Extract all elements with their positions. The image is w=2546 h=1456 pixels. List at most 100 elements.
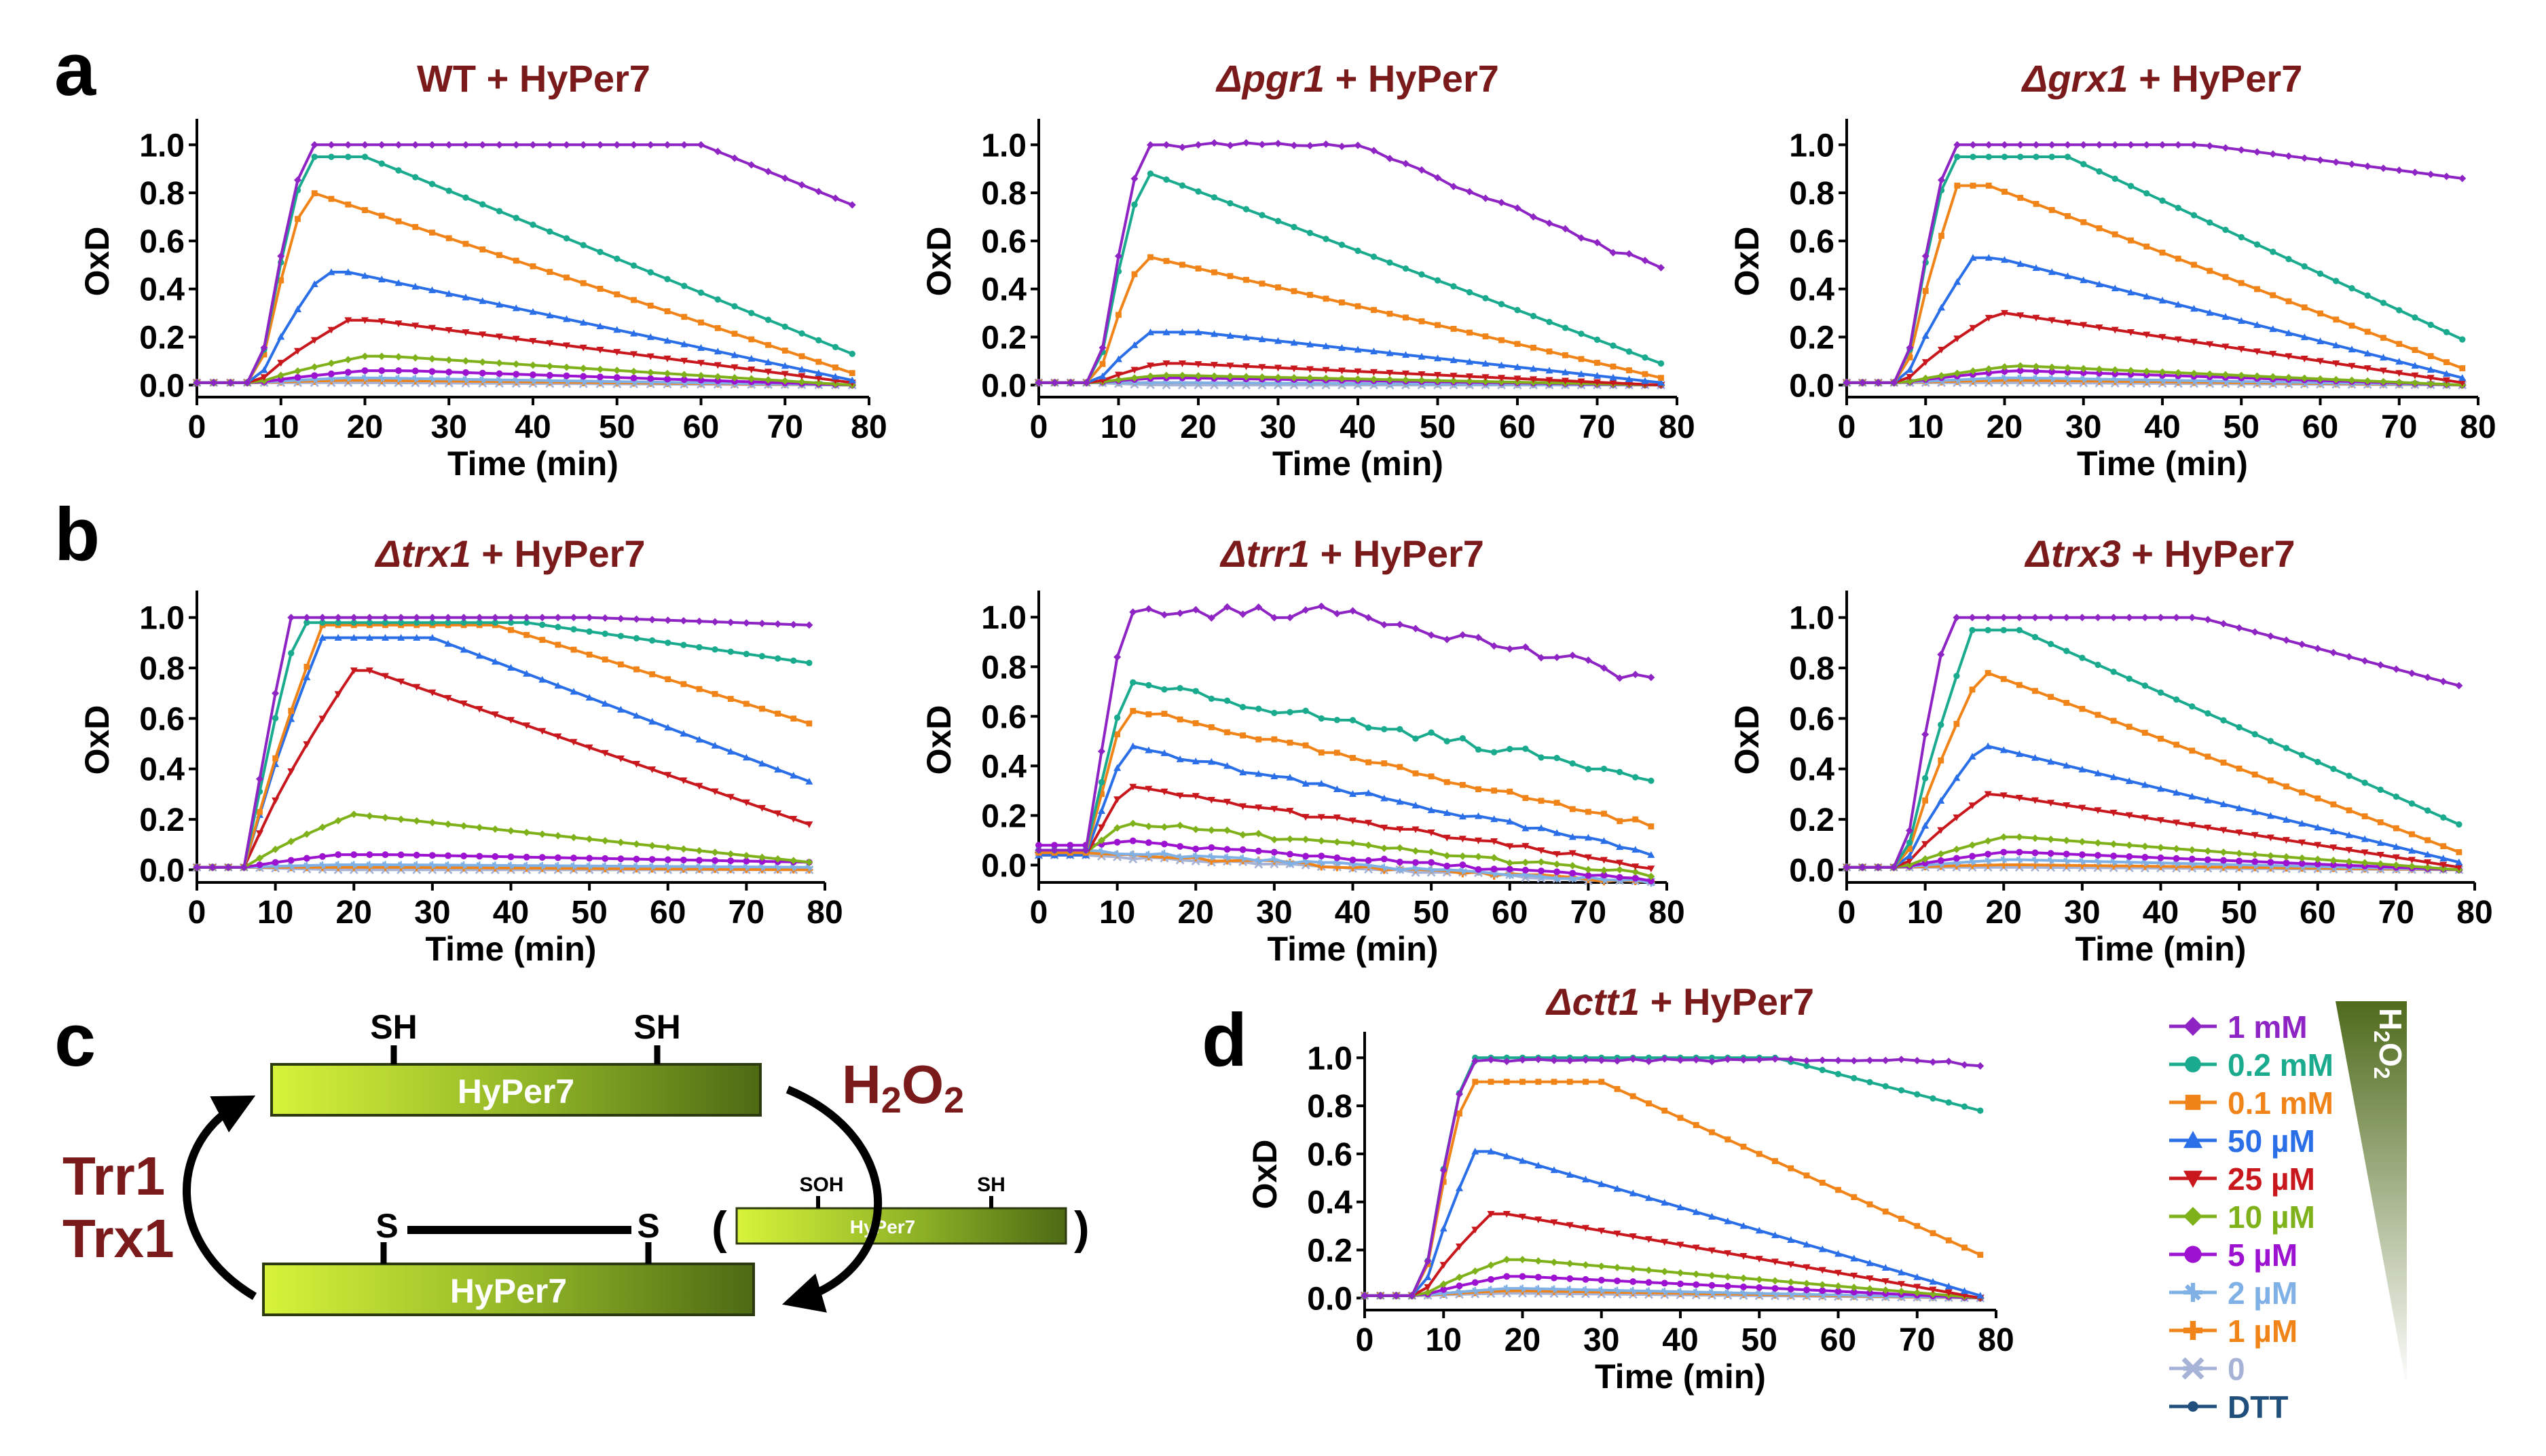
data-point bbox=[272, 797, 280, 804]
data-point bbox=[272, 689, 280, 697]
data-point bbox=[445, 369, 453, 376]
data-point bbox=[1471, 1147, 1479, 1155]
data-point bbox=[2158, 141, 2166, 149]
data-point bbox=[1646, 1100, 1652, 1106]
x-tick-label: 30 bbox=[1260, 409, 1296, 445]
data-point bbox=[1488, 1275, 1494, 1283]
hyper7-intermediate-label: HyPer7 bbox=[850, 1216, 916, 1237]
data-point bbox=[1113, 850, 1122, 858]
data-point bbox=[2235, 829, 2243, 837]
data-point bbox=[742, 852, 750, 860]
data-point bbox=[2269, 325, 2277, 333]
data-point bbox=[1475, 837, 1482, 844]
data-point bbox=[1609, 248, 1617, 257]
data-point bbox=[2363, 377, 2372, 385]
data-point bbox=[726, 794, 735, 801]
data-point bbox=[601, 700, 609, 707]
data-point bbox=[1427, 829, 1435, 836]
series-line bbox=[1847, 155, 2463, 384]
data-point bbox=[1693, 1122, 1699, 1128]
data-point bbox=[1610, 363, 1617, 370]
data-point bbox=[1834, 1269, 1842, 1277]
data-point bbox=[1881, 1264, 1889, 1271]
data-point bbox=[711, 741, 719, 749]
data-point bbox=[1145, 746, 1153, 753]
data-point bbox=[764, 316, 772, 323]
data-point bbox=[664, 724, 672, 731]
data-point bbox=[512, 376, 520, 384]
x-tick-label: 0 bbox=[188, 895, 206, 931]
data-point bbox=[475, 823, 483, 832]
data-point bbox=[2064, 369, 2071, 376]
data-point bbox=[1192, 605, 1200, 614]
data-point bbox=[1724, 1288, 1732, 1296]
data-point bbox=[2348, 376, 2356, 384]
data-point bbox=[1498, 198, 1505, 206]
data-point bbox=[1487, 1211, 1495, 1218]
data-point bbox=[1503, 1273, 1511, 1280]
data-point bbox=[1179, 328, 1186, 335]
data-point bbox=[366, 851, 373, 859]
data-point bbox=[1938, 346, 1945, 354]
legend-item: 50 µM bbox=[2169, 1123, 2315, 1159]
data-point bbox=[1302, 707, 1309, 714]
data-point bbox=[318, 823, 327, 832]
data-point bbox=[2109, 773, 2118, 781]
series-line bbox=[1365, 1080, 1981, 1297]
data-point bbox=[2173, 614, 2181, 622]
data-point bbox=[1176, 609, 1184, 617]
data-point bbox=[1921, 855, 1930, 863]
data-point bbox=[1475, 746, 1482, 753]
data-point bbox=[530, 221, 536, 228]
data-point bbox=[2047, 758, 2055, 765]
data-point bbox=[1130, 341, 1139, 348]
data-point bbox=[2078, 838, 2086, 846]
data-point bbox=[2285, 353, 2293, 360]
data-point bbox=[2361, 813, 2368, 820]
s-label-right: S bbox=[637, 1207, 659, 1245]
data-point bbox=[617, 633, 625, 639]
legend-label: 2 µM bbox=[2228, 1275, 2298, 1311]
data-point bbox=[815, 358, 822, 365]
data-point bbox=[1582, 1225, 1589, 1232]
x-axis-label: Time (min) bbox=[1268, 930, 1439, 968]
legend-marker bbox=[2181, 1357, 2204, 1380]
x-tick-label: 10 bbox=[1426, 1322, 1462, 1358]
data-point bbox=[646, 369, 654, 377]
data-point bbox=[1610, 342, 1617, 349]
paren-close: ) bbox=[1074, 1202, 1090, 1254]
data-point bbox=[1317, 602, 1325, 610]
data-point bbox=[680, 641, 687, 648]
data-point bbox=[2253, 148, 2261, 156]
data-point bbox=[507, 717, 515, 724]
data-point bbox=[2269, 150, 2277, 158]
data-point bbox=[377, 276, 386, 282]
data-point bbox=[328, 195, 335, 202]
data-point bbox=[1323, 236, 1329, 242]
data-point bbox=[462, 293, 470, 301]
data-point bbox=[1067, 379, 1075, 387]
data-point bbox=[1145, 711, 1152, 717]
data-point bbox=[445, 290, 453, 297]
data-point bbox=[1676, 1288, 1684, 1296]
data-point bbox=[303, 861, 311, 870]
data-point bbox=[397, 614, 405, 622]
data-point bbox=[2364, 292, 2371, 299]
paren-open: ( bbox=[712, 1202, 727, 1254]
data-point bbox=[1625, 380, 1633, 388]
data-point bbox=[774, 620, 782, 628]
data-point bbox=[1239, 803, 1247, 810]
data-point bbox=[1427, 806, 1435, 813]
data-point bbox=[1290, 373, 1298, 381]
data-point bbox=[2063, 762, 2071, 769]
data-point bbox=[601, 837, 609, 845]
data-point bbox=[397, 851, 405, 859]
data-point bbox=[1365, 819, 1373, 827]
data-point bbox=[648, 637, 656, 644]
data-point bbox=[596, 365, 604, 373]
data-point bbox=[2159, 249, 2166, 256]
x-tick-label: 60 bbox=[2300, 895, 2336, 931]
data-point bbox=[2127, 329, 2135, 336]
data-point bbox=[1318, 715, 1325, 722]
